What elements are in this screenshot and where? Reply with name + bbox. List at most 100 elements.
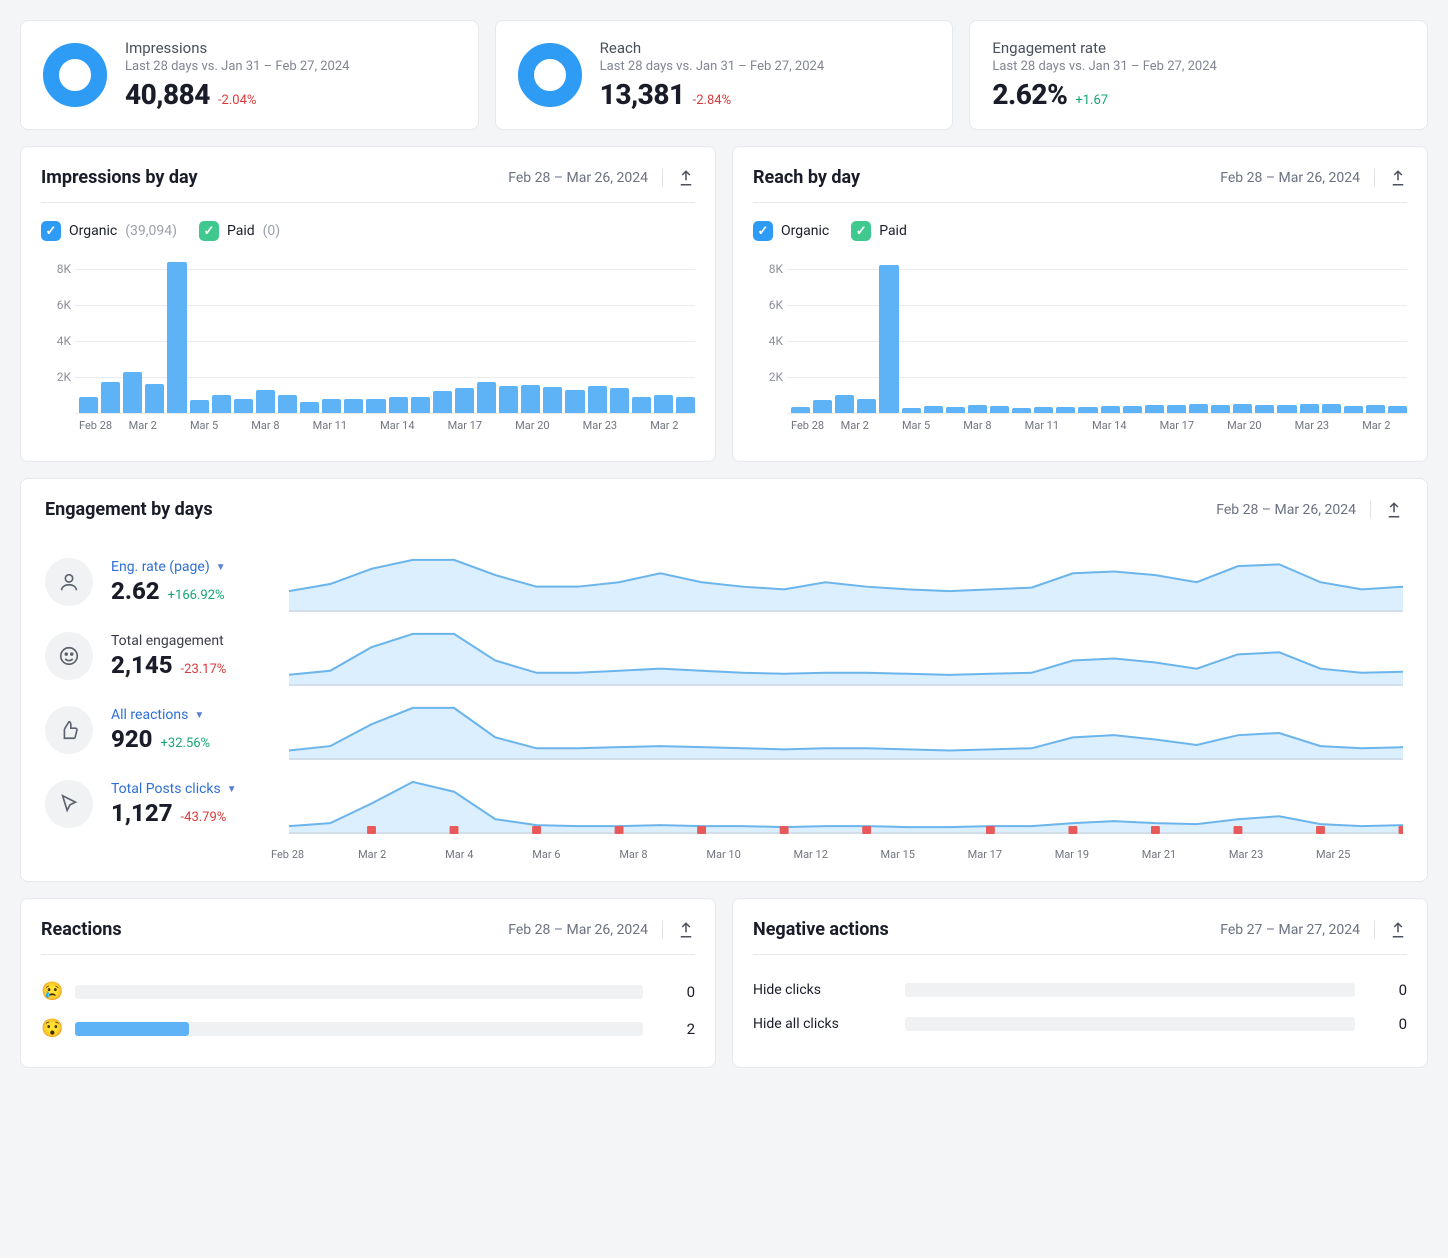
engagement-row: Total Posts clicks ▼ 1,127 -43.79% [45, 774, 1403, 834]
engagement-label-text: Total Posts clicks [111, 781, 221, 797]
bar [946, 407, 965, 413]
engagement-value: 920 [111, 725, 153, 753]
x-axis-label: Feb 28 [791, 419, 824, 441]
legend-label: Organic [781, 223, 829, 239]
bar [1322, 404, 1341, 413]
x-axis-label [678, 419, 695, 441]
bar [1344, 406, 1363, 413]
x-axis-label: Mar 8 [963, 419, 991, 441]
reaction-emoji-icon: 😢 [41, 981, 63, 1002]
engagement-delta: +166.92% [168, 588, 225, 603]
y-axis-label: 4K [41, 334, 71, 348]
bar [389, 397, 408, 413]
bar [632, 397, 651, 413]
summary-card: Reach Last 28 days vs. Jan 31 – Feb 27, … [495, 20, 954, 130]
engagement-value: 2.62 [111, 577, 160, 605]
x-axis-label: Mar 2 [650, 419, 678, 441]
summary-delta: -2.84% [693, 93, 731, 108]
export-icon[interactable] [677, 921, 695, 939]
bar [1078, 407, 1097, 413]
x-axis-label [947, 419, 964, 441]
x-axis-label: Mar 23 [1295, 419, 1329, 441]
x-axis-label [218, 419, 235, 441]
bar [565, 390, 584, 413]
x-axis-label [1008, 419, 1025, 441]
x-axis-label [415, 419, 432, 441]
x-axis-label [824, 419, 841, 441]
legend-paid[interactable]: ✓ Paid (0) [199, 221, 280, 241]
legend-label: Organic [69, 223, 117, 239]
x-axis-label [550, 419, 567, 441]
x-axis-label: Mar 6 [532, 848, 619, 861]
x-axis-label [885, 419, 902, 441]
bar [101, 382, 120, 413]
x-axis-label [1059, 419, 1076, 441]
negative-bar [905, 1017, 1355, 1031]
bar [1388, 406, 1407, 413]
x-axis-label: Mar 5 [190, 419, 218, 441]
impressions-by-day-card: Impressions by day Feb 28 – Mar 26, 2024… [20, 146, 716, 462]
date-range: Feb 27 – Mar 27, 2024 [1220, 922, 1360, 938]
engagement-label[interactable]: Eng. rate (page) ▼ [111, 559, 271, 575]
bar [1211, 405, 1230, 413]
summary-subtitle: Last 28 days vs. Jan 31 – Feb 27, 2024 [600, 59, 824, 74]
x-axis-label: Mar 23 [583, 419, 617, 441]
summary-subtitle: Last 28 days vs. Jan 31 – Feb 27, 2024 [125, 59, 349, 74]
x-axis-label [992, 419, 1009, 441]
x-axis-label: Mar 17 [448, 419, 482, 441]
x-axis-label: Feb 28 [271, 848, 358, 861]
checkbox-checked-icon: ✓ [41, 221, 61, 241]
x-axis-label: Mar 10 [706, 848, 793, 861]
reaction-row: 😢 0 [41, 973, 695, 1010]
x-axis-label [634, 419, 651, 441]
y-axis-label: 6K [41, 298, 71, 312]
reactions-list: 😢 0 😯 2 [41, 973, 695, 1047]
summary-row: Impressions Last 28 days vs. Jan 31 – Fe… [20, 20, 1428, 130]
bar [588, 386, 607, 413]
engagement-card: Engagement by days Feb 28 – Mar 26, 2024… [20, 478, 1428, 882]
x-axis-label: Mar 4 [445, 848, 532, 861]
summary-card: Impressions Last 28 days vs. Jan 31 – Fe… [20, 20, 479, 130]
bar [1300, 404, 1319, 413]
export-icon[interactable] [1389, 921, 1407, 939]
bar [791, 407, 810, 413]
bar [610, 388, 629, 413]
x-axis-label [1262, 419, 1279, 441]
reactions-card: Reactions Feb 28 – Mar 26, 2024 😢 0 😯 2 [20, 898, 716, 1068]
engagement-row: Total engagement 2,145 -23.17% [45, 626, 1403, 686]
engagement-label[interactable]: Total Posts clicks ▼ [111, 781, 271, 797]
bar [1189, 404, 1208, 413]
legend-paid[interactable]: ✓ Paid [851, 221, 907, 241]
negative-list: Hide clicks 0 Hide all clicks 0 [753, 973, 1407, 1041]
x-axis-label: Mar 11 [313, 419, 347, 441]
x-axis-label: Mar 17 [968, 848, 1055, 861]
bar [1167, 405, 1186, 413]
engagement-delta: -43.79% [181, 810, 227, 825]
x-axis-label [499, 419, 516, 441]
x-axis-label: Mar 11 [1025, 419, 1059, 441]
x-axis-label: Mar 20 [515, 419, 549, 441]
face-icon [45, 632, 93, 680]
bar [1366, 405, 1385, 413]
x-axis-label [173, 419, 190, 441]
x-axis-label: Mar 14 [380, 419, 414, 441]
person-icon [45, 558, 93, 606]
legend-organic[interactable]: ✓ Organic [753, 221, 829, 241]
x-axis-label: Mar 25 [1316, 848, 1403, 861]
engagement-delta: +32.56% [161, 736, 211, 751]
x-axis-label [235, 419, 252, 441]
legend-organic[interactable]: ✓ Organic (39,094) [41, 221, 177, 241]
engagement-value: 1,127 [111, 799, 173, 827]
export-icon[interactable] [1389, 169, 1407, 187]
card-title: Reactions [41, 919, 122, 940]
x-axis-label: Mar 20 [1227, 419, 1261, 441]
negative-label: Hide clicks [753, 982, 893, 998]
card-title: Reach by day [753, 167, 860, 188]
sparkline [289, 700, 1403, 760]
summary-title: Impressions [125, 39, 349, 57]
x-axis-label: Mar 23 [1229, 848, 1316, 861]
export-icon[interactable] [677, 169, 695, 187]
engagement-label[interactable]: All reactions ▼ [111, 707, 271, 723]
export-icon[interactable] [1385, 501, 1403, 519]
x-axis-label [1278, 419, 1295, 441]
